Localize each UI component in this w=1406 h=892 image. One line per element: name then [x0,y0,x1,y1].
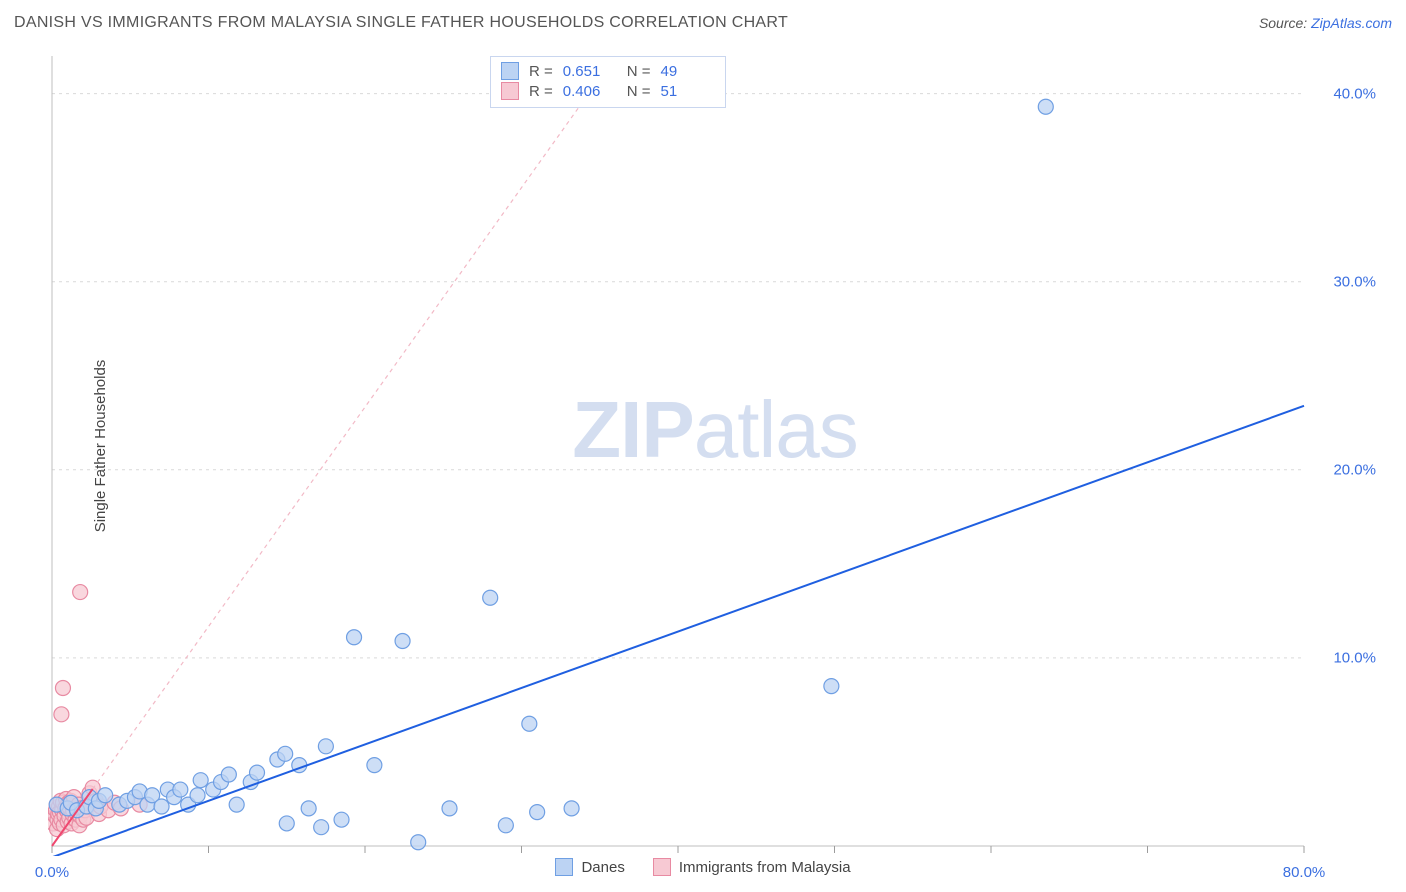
legend-swatch-danes [555,858,573,876]
y-tick-labels: 10.0% 20.0% 30.0% 40.0% [1306,52,1376,856]
source-credit: Source: ZipAtlas.com [1259,15,1392,31]
n-value-danes: 49 [661,63,715,80]
correlation-row-immigrants: R = 0.406 N = 51 [501,81,715,101]
y-tick-label: 10.0% [1333,649,1376,666]
legend-item-immigrants: Immigrants from Malaysia [653,858,851,876]
swatch-immigrants [501,82,519,100]
n-value-immigrants: 51 [661,83,715,100]
r-value-immigrants: 0.406 [563,83,617,100]
r-value-danes: 0.651 [563,63,617,80]
correlation-row-danes: R = 0.651 N = 49 [501,61,715,81]
legend-swatch-immigrants [653,858,671,876]
legend-item-danes: Danes [555,858,624,876]
legend-label-immigrants: Immigrants from Malaysia [679,859,851,876]
y-tick-label: 40.0% [1333,85,1376,102]
chart-area: ZIPatlas 10.0%20.0%30.0%40.0% [48,52,1382,856]
correlation-legend: R = 0.651 N = 49 R = 0.406 N = 51 [490,56,726,108]
source-link[interactable]: ZipAtlas.com [1311,15,1392,31]
source-prefix: Source: [1259,15,1311,31]
bottom-legend: Danes Immigrants from Malaysia [0,858,1406,876]
y-tick-label: 30.0% [1333,273,1376,290]
y-tick-label: 20.0% [1333,461,1376,478]
swatch-danes [501,62,519,80]
chart-title: DANISH VS IMMIGRANTS FROM MALAYSIA SINGL… [14,14,788,32]
legend-label-danes: Danes [581,859,624,876]
